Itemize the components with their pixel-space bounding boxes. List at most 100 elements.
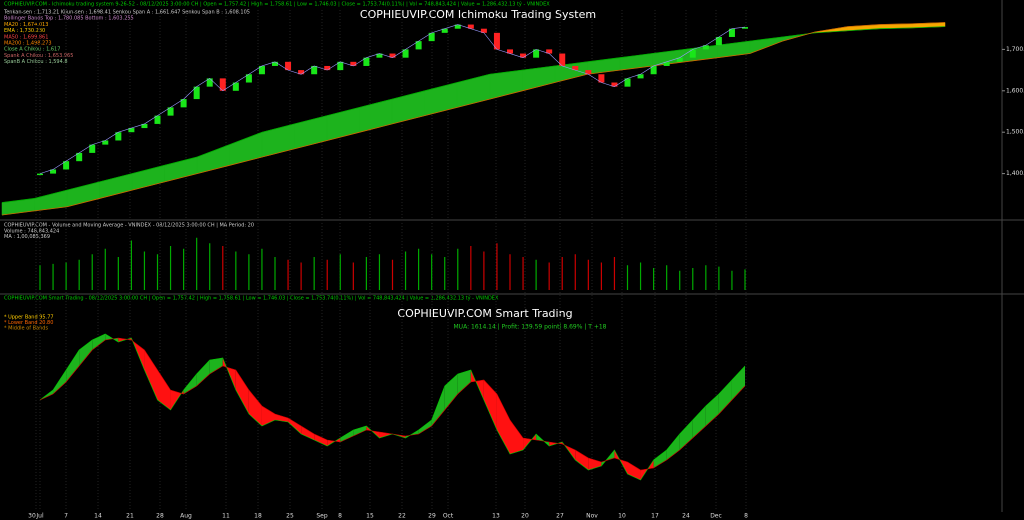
oscillator-fill (496, 394, 510, 454)
candle (128, 128, 135, 133)
indicator-info: Tenkan-sen : 1,713.21 Kijun-sen : 1,698.… (3, 10, 250, 16)
volume-bar (378, 254, 381, 290)
volume-bar (666, 265, 668, 290)
volume-bar (587, 259, 589, 290)
oscillator-fill (248, 390, 262, 426)
volume-bar (326, 259, 328, 290)
pane-header: COPHIEUVIP.COM - Volume and Moving Avera… (4, 223, 254, 229)
candle (676, 57, 683, 62)
candle (102, 140, 109, 145)
x-axis-label: 14 (94, 513, 102, 520)
volume-bar (509, 254, 511, 290)
x-axis-label: Nov (586, 513, 598, 520)
volume-bar (78, 259, 80, 290)
candle (493, 32, 500, 50)
volume-bar (535, 259, 537, 290)
oscillator-fill (718, 380, 732, 414)
volume-bar (287, 259, 289, 290)
volume-bar (679, 270, 681, 290)
volume-bar (248, 254, 250, 290)
x-axis-label: 28 (156, 513, 164, 520)
candle (285, 61, 292, 71)
volume-bar (235, 251, 237, 290)
oscillator-fill (275, 414, 289, 422)
volume-bar (418, 248, 420, 290)
candle (454, 24, 461, 29)
oscillator-fill (157, 370, 171, 410)
x-axis-label: 15 (366, 513, 374, 520)
price-tick-label: 1,700.00 (1006, 46, 1024, 53)
legend-entry: * Lower Band 20.80 (4, 320, 53, 326)
x-axis-label: Dec (710, 513, 722, 520)
candle (507, 49, 513, 54)
volume-bar (391, 259, 394, 290)
span-a-line (1, 26, 946, 203)
candle (598, 74, 605, 83)
volume-bar (470, 246, 472, 290)
volume-bar (561, 257, 563, 290)
volume-bar (457, 248, 459, 290)
indicator-info: Spank A Chikou : 1,653.965 (4, 53, 73, 59)
volume-bar (183, 248, 185, 290)
volume-bar (522, 257, 524, 290)
oscillator-fill (666, 434, 680, 460)
candle (89, 144, 96, 153)
x-axis-label: Jul (35, 513, 44, 520)
slow-line (39, 337, 746, 471)
x-axis-label: 20 (521, 513, 529, 520)
oscillator-fill (510, 420, 524, 454)
volume-bar (574, 254, 576, 290)
candle (50, 169, 57, 174)
oscillator-fill (731, 366, 745, 400)
pane-header: COPHIEUVIP.COM - Ichimoku trading system… (4, 1, 550, 8)
oscillator-fill (418, 420, 432, 434)
volume-bar (600, 262, 602, 290)
oscillator-fill (301, 426, 315, 440)
oscillator-fill (431, 386, 445, 426)
candle (689, 49, 696, 58)
price-tick-label: 1,500.00 (1006, 129, 1024, 136)
volume-bar (261, 248, 263, 290)
volume-bar (91, 254, 93, 290)
volume-bar (692, 268, 694, 290)
pane-title: COPHIEUVIP.COM Ichimoku Trading System (360, 8, 596, 21)
candle (206, 78, 213, 87)
candle (572, 65, 579, 71)
indicator-info: EMA : 1,730.230 (4, 28, 45, 34)
indicator-info: SpanB A Chikou : 1,594.8 (4, 59, 68, 65)
x-axis-label: 24 (682, 513, 690, 520)
oscillator-fill (653, 450, 667, 468)
close-line (39, 24, 746, 174)
candle (467, 24, 474, 29)
oscillator-fill (353, 426, 367, 436)
volume-bar (196, 237, 198, 290)
oscillator-fill (183, 374, 197, 394)
volume-bar (431, 254, 433, 290)
legend-entry: * Middle of Bands (4, 326, 48, 332)
oscillator-fill (261, 406, 275, 426)
candle (167, 107, 174, 116)
legend-entry: * Upper Band 95.77 (4, 315, 54, 321)
candle (520, 53, 527, 58)
volume-bar (639, 262, 642, 290)
candle (650, 65, 657, 75)
x-axis-label: 25 (286, 513, 294, 520)
oscillator-fill (705, 394, 719, 426)
candle (258, 65, 265, 75)
volume-bar (613, 257, 616, 290)
candle (533, 49, 540, 58)
oscillator-fill (209, 358, 223, 374)
volume-bar (705, 265, 707, 290)
candle (389, 53, 396, 58)
volume-info: MA : 1,00,085,369 (4, 234, 50, 240)
candle (376, 53, 383, 58)
volume-bar (104, 248, 106, 290)
oscillator-fill (92, 334, 106, 350)
candle (402, 49, 409, 58)
candle (742, 27, 748, 29)
x-axis-label: 29 (428, 513, 436, 520)
volume-bar (313, 257, 315, 290)
oscillator-fill (340, 430, 354, 442)
volume-bar (404, 251, 407, 290)
